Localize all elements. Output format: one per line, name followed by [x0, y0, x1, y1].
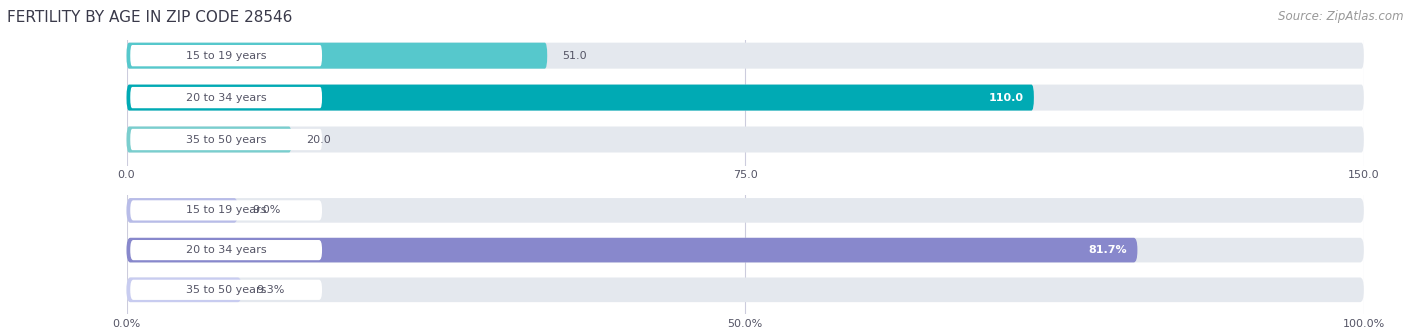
FancyBboxPatch shape	[131, 240, 322, 260]
FancyBboxPatch shape	[127, 198, 238, 223]
FancyBboxPatch shape	[127, 277, 242, 302]
Text: FERTILITY BY AGE IN ZIP CODE 28546: FERTILITY BY AGE IN ZIP CODE 28546	[7, 10, 292, 25]
Text: 15 to 19 years: 15 to 19 years	[186, 51, 266, 61]
Text: 35 to 50 years: 35 to 50 years	[186, 285, 266, 295]
FancyBboxPatch shape	[127, 126, 291, 153]
Text: 81.7%: 81.7%	[1088, 245, 1128, 255]
Text: 20 to 34 years: 20 to 34 years	[186, 245, 267, 255]
FancyBboxPatch shape	[131, 45, 322, 66]
FancyBboxPatch shape	[131, 200, 322, 220]
FancyBboxPatch shape	[127, 238, 1364, 262]
FancyBboxPatch shape	[127, 85, 1364, 111]
Text: 9.3%: 9.3%	[256, 285, 285, 295]
Text: 15 to 19 years: 15 to 19 years	[186, 205, 266, 215]
Text: 51.0: 51.0	[562, 51, 586, 61]
FancyBboxPatch shape	[127, 43, 547, 69]
Text: 20 to 34 years: 20 to 34 years	[186, 93, 267, 103]
FancyBboxPatch shape	[127, 238, 1137, 262]
FancyBboxPatch shape	[127, 198, 1364, 223]
Text: 9.0%: 9.0%	[253, 205, 281, 215]
FancyBboxPatch shape	[127, 85, 1033, 111]
Text: 35 to 50 years: 35 to 50 years	[186, 134, 266, 145]
FancyBboxPatch shape	[127, 43, 1364, 69]
Text: 20.0: 20.0	[307, 134, 330, 145]
FancyBboxPatch shape	[131, 280, 322, 300]
FancyBboxPatch shape	[127, 126, 1364, 153]
FancyBboxPatch shape	[131, 87, 322, 108]
FancyBboxPatch shape	[131, 129, 322, 150]
FancyBboxPatch shape	[127, 277, 1364, 302]
Text: Source: ZipAtlas.com: Source: ZipAtlas.com	[1278, 10, 1403, 23]
Text: 110.0: 110.0	[988, 93, 1024, 103]
